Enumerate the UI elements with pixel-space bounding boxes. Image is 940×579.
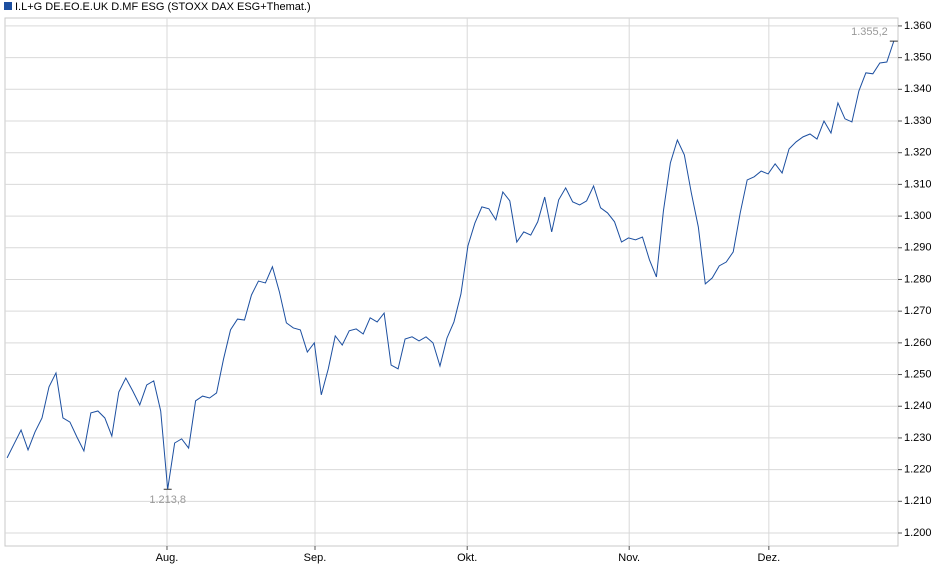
y-tick-label: 1.300: [904, 210, 932, 222]
x-tick-label: Sep.: [304, 552, 327, 564]
legend-label: I.L+G DE.EO.E.UK D.MF ESG (STOXX DAX ESG…: [15, 1, 311, 13]
y-tick-label: 1.290: [904, 242, 932, 254]
y-tick-label: 1.200: [904, 527, 932, 539]
y-tick-label: 1.240: [904, 400, 932, 412]
y-tick-label: 1.210: [904, 495, 932, 507]
y-tick-label: 1.350: [904, 52, 932, 64]
y-tick-label: 1.360: [904, 20, 932, 32]
y-tick-label: 1.280: [904, 273, 932, 285]
y-tick-label: 1.330: [904, 115, 932, 127]
y-tick-label: 1.260: [904, 337, 932, 349]
extreme-label: 1.213,8: [149, 494, 186, 506]
y-tick-label: 1.250: [904, 368, 932, 380]
series-line: [6, 40, 895, 490]
plot-frame: [4, 17, 899, 547]
y-tick-label: 1.220: [904, 464, 932, 476]
y-tick-label: 1.340: [904, 83, 932, 95]
y-tick-label: 1.230: [904, 432, 932, 444]
y-tick-label: 1.320: [904, 147, 932, 159]
x-tick-label: Aug.: [156, 552, 179, 564]
legend-swatch: [4, 2, 12, 10]
x-tick-label: Okt.: [457, 552, 477, 564]
x-tick-label: Nov.: [618, 552, 640, 564]
extreme-label: 1.355,2: [851, 26, 888, 38]
y-tick-label: 1.310: [904, 178, 932, 190]
y-tick-label: 1.270: [904, 305, 932, 317]
x-tick-label: Dez.: [758, 552, 781, 564]
